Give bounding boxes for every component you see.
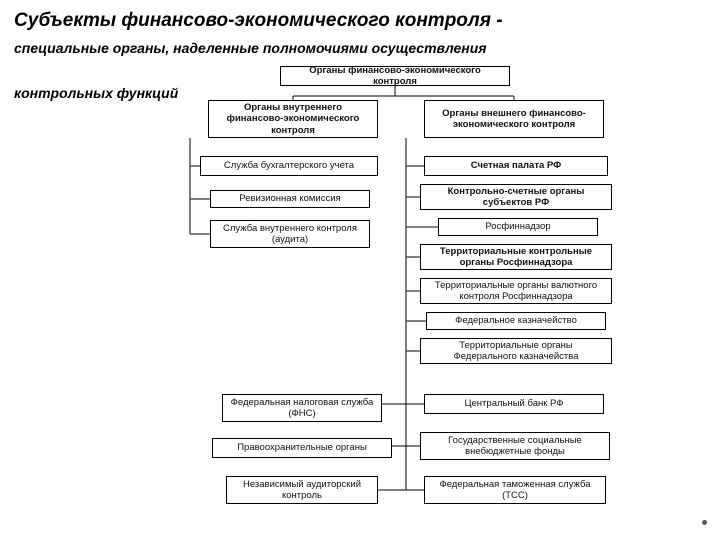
subtitle-line-1: специальные органы, наделенные полномочи… — [14, 40, 487, 56]
node-ext1: Счетная палата РФ — [424, 156, 608, 176]
node-ext5: Территориальные органы валютного контрол… — [420, 278, 612, 304]
node-bot_l1: Федеральная налоговая служба (ФНС) — [222, 394, 382, 422]
node-bot_r3: Федеральная таможенная служба (ТСС) — [424, 476, 606, 504]
node-ext7: Территориальные органы Федерального казн… — [420, 338, 612, 364]
node-int3: Служба внутреннего контроля (аудита) — [210, 220, 370, 248]
node-root: Органы финансово-экономического контроля — [280, 66, 510, 86]
subtitle-line-2: контрольных функций — [14, 85, 178, 101]
node-ext2: Контрольно-счетные органы субъектов РФ — [420, 184, 612, 210]
node-bot_l3: Независимый аудиторский контроль — [226, 476, 378, 504]
node-ext6: Федеральное казначейство — [426, 312, 606, 330]
slide-bullet — [702, 520, 707, 525]
node-int1: Служба бухгалтерского учета — [200, 156, 378, 176]
node-bot_r2: Государственные социальные внебюджетные … — [420, 432, 610, 460]
node-int_head: Органы внутреннего финансово-экономическ… — [208, 100, 378, 138]
node-ext4: Территориальные контрольные органы Росфи… — [420, 244, 612, 270]
node-ext_head: Органы внешнего финансово-экономического… — [424, 100, 604, 138]
node-int2: Ревизионная комиссия — [210, 190, 370, 208]
node-bot_l2: Правоохранительные органы — [212, 438, 392, 458]
node-bot_r1: Центральный банк РФ — [424, 394, 604, 414]
page-title: Субъекты финансово-экономического контро… — [14, 10, 503, 32]
node-ext3: Росфиннадзор — [438, 218, 598, 236]
